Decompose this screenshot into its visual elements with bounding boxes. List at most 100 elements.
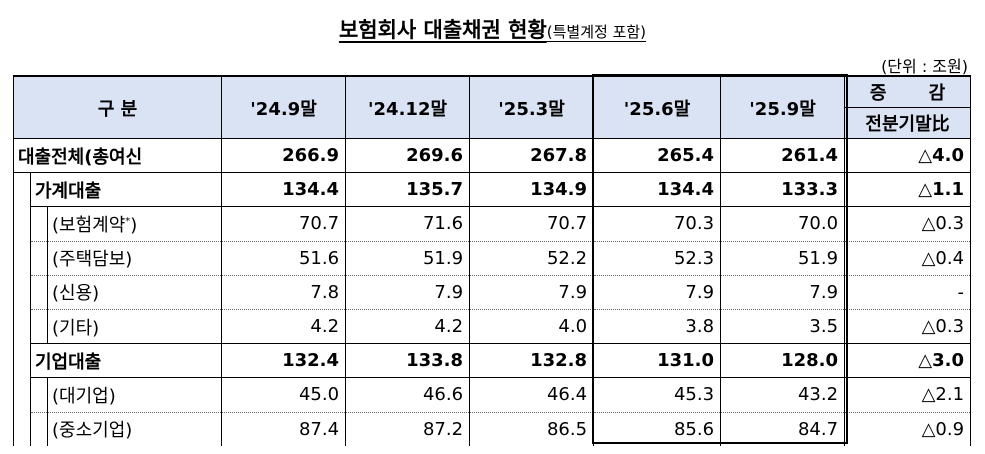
table-row: (대기업) 45.0 46.6 46.4 45.3 43.2 △2.1: [13, 377, 972, 413]
cell-value: 131.0: [593, 343, 722, 379]
header-period-4: '25.6말: [593, 75, 722, 139]
cell-change: △4.0: [844, 138, 972, 174]
row-label-sup: *: [125, 215, 131, 227]
cell-value: 52.2: [469, 241, 595, 276]
table-row: (기타) 4.2 4.2 4.0 3.8 3.5 △0.3: [13, 309, 972, 345]
row-label: 가계대출: [29, 172, 223, 208]
cell-value: 132.4: [221, 343, 347, 379]
indent-cell: [13, 343, 31, 378]
indent-cell: [30, 377, 48, 413]
cell-change: -: [844, 275, 972, 310]
header-period-3: '25.3말: [469, 75, 595, 139]
cell-change: △3.0: [844, 343, 972, 379]
cell-value: 7.9: [345, 275, 471, 310]
cell-value: 267.8: [469, 138, 595, 174]
cell-value: 133.8: [345, 343, 471, 379]
cell-value: 266.9: [221, 138, 347, 174]
cell-change: △1.1: [844, 172, 972, 208]
table-row: (중소기업) 87.4 87.2 86.5 85.6 84.7 △0.9: [13, 412, 972, 446]
header-period-2: '24.12말: [345, 75, 471, 139]
unit-label: (단위 : 조원): [881, 57, 968, 76]
cell-value: 87.4: [221, 412, 347, 446]
cell-value: 265.4: [593, 138, 722, 174]
header-change-top: 증 감: [844, 75, 972, 108]
indent-cell: [13, 172, 31, 207]
indent-cell: [13, 412, 31, 446]
indent-cell: [30, 241, 48, 276]
cell-value: 45.0: [221, 377, 347, 413]
cell-value: 134.4: [593, 172, 722, 208]
cell-value: 134.4: [221, 172, 347, 208]
indent-cell: [13, 241, 31, 276]
cell-change: △0.3: [844, 309, 972, 345]
cell-value: 51.9: [345, 241, 471, 276]
cell-value: 85.6: [593, 412, 722, 446]
table-row: (신용) 7.8 7.9 7.9 7.9 7.9 -: [13, 275, 972, 310]
table-row: 기업대출 132.4 133.8 132.8 131.0 128.0 △3.0: [13, 343, 972, 379]
row-label: (주택담보): [46, 241, 223, 276]
cell-value: 51.6: [221, 241, 347, 276]
table-row: 대출전체(총여신 266.9 269.6 267.8 265.4 261.4 △…: [12, 138, 972, 174]
cell-value: 71.6: [345, 206, 471, 242]
cell-value: 4.0: [469, 309, 595, 345]
table-row: 가계대출 134.4 135.7 134.9 134.4 133.3 △1.1: [13, 172, 972, 208]
cell-value: 84.7: [720, 412, 846, 446]
cell-value: 46.6: [345, 377, 471, 413]
cell-value: 261.4: [720, 138, 846, 174]
cell-value: 7.9: [593, 275, 722, 310]
row-label: (신용): [46, 275, 223, 310]
row-label: (기타): [46, 309, 223, 345]
cell-value: 70.3: [593, 206, 722, 242]
cell-value: 133.3: [720, 172, 846, 208]
cell-change: △2.1: [844, 377, 972, 413]
cell-value: 86.5: [469, 412, 595, 446]
cell-value: 3.5: [720, 309, 846, 345]
cell-value: 269.6: [345, 138, 471, 174]
cell-value: 4.2: [345, 309, 471, 345]
cell-change: △0.4: [844, 241, 972, 276]
cell-value: 135.7: [345, 172, 471, 208]
cell-value: 51.9: [720, 241, 846, 276]
row-label: 기업대출: [29, 343, 223, 379]
indent-cell: [30, 275, 48, 310]
row-label: 대출전체(총여신: [12, 138, 223, 174]
cell-value: 70.7: [469, 206, 595, 242]
loan-table: 구 분 '24.9말 '24.12말 '25.3말 '25.6말 '25.9말 …: [12, 75, 972, 446]
title-sub: (특별계정 포함): [546, 23, 647, 41]
indent-cell: [30, 206, 48, 242]
cell-value: 134.9: [469, 172, 595, 208]
cell-value: 52.3: [593, 241, 722, 276]
header-category: 구 분: [12, 75, 223, 139]
cell-value: 45.3: [593, 377, 722, 413]
table-row: (보험계약*) 70.7 71.6 70.7 70.3 70.0 △0.3: [13, 206, 972, 242]
row-label-close: ): [130, 214, 138, 236]
row-label: (중소기업): [46, 412, 223, 446]
header-change-bottom: 전분기말比: [844, 107, 972, 139]
row-label-text: (보험계약: [52, 214, 126, 236]
cell-value: 7.8: [221, 275, 347, 310]
indent-cell: [13, 377, 31, 412]
cell-value: 128.0: [720, 343, 846, 379]
cell-value: 46.4: [469, 377, 595, 413]
cell-value: 7.9: [469, 275, 595, 310]
indent-cell: [30, 412, 48, 446]
title-main: 보험회사 대출채권 현황: [338, 18, 547, 42]
cell-value: 4.2: [221, 309, 347, 345]
row-label: (대기업): [46, 377, 223, 413]
cell-value: 7.9: [720, 275, 846, 310]
indent-cell: [13, 206, 31, 242]
indent-cell: [13, 275, 31, 310]
header-period-5: '25.9말: [720, 75, 846, 139]
cell-value: 3.8: [593, 309, 722, 345]
cell-value: 87.2: [345, 412, 471, 446]
indent-cell: [30, 309, 48, 345]
table-title: 보험회사 대출채권 현황(특별계정 포함): [0, 14, 985, 44]
table-row: (주택담보) 51.6 51.9 52.2 52.3 51.9 △0.4: [13, 241, 972, 276]
cell-value: 70.0: [720, 206, 846, 242]
row-label: (보험계약*): [46, 206, 223, 242]
header-period-1: '24.9말: [221, 75, 347, 139]
cell-value: 70.7: [221, 206, 347, 242]
cell-change: △0.9: [844, 412, 972, 446]
cell-change: △0.3: [844, 206, 972, 242]
indent-cell: [13, 309, 31, 344]
